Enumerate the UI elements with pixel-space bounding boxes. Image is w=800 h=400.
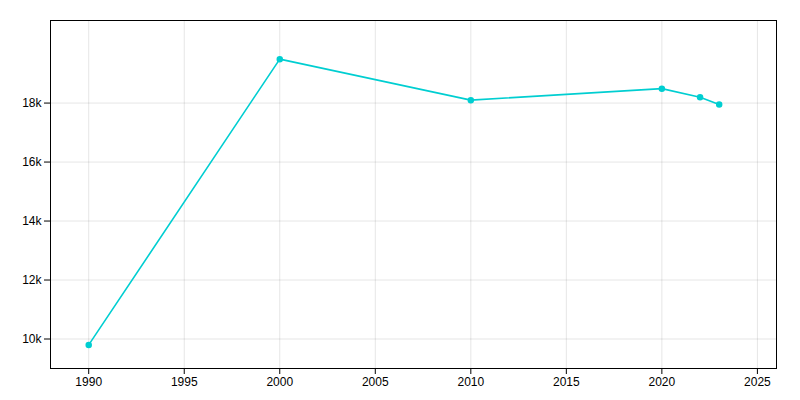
svg-text:1995: 1995 [171, 375, 198, 389]
svg-text:14k: 14k [22, 214, 42, 228]
svg-text:2020: 2020 [649, 375, 676, 389]
svg-text:1990: 1990 [75, 375, 102, 389]
svg-text:2005: 2005 [362, 375, 389, 389]
svg-text:2000: 2000 [266, 375, 293, 389]
svg-text:10k: 10k [22, 332, 42, 346]
svg-text:2025: 2025 [744, 375, 771, 389]
svg-text:12k: 12k [22, 273, 42, 287]
svg-text:16k: 16k [22, 155, 42, 169]
svg-text:18k: 18k [22, 96, 42, 110]
svg-text:2015: 2015 [553, 375, 580, 389]
svg-text:2010: 2010 [457, 375, 484, 389]
